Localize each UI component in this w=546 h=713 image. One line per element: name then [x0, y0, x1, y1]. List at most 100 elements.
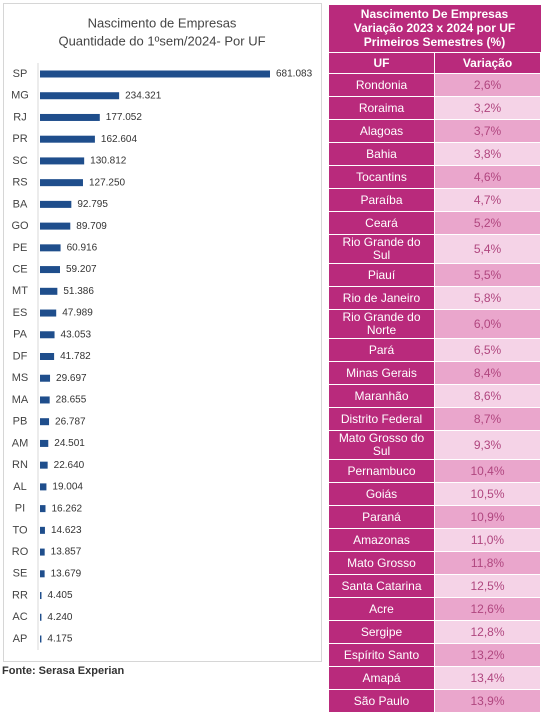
y-tick-label: GO [11, 220, 29, 232]
state-cell: Amapá [328, 666, 435, 690]
y-tick-label: PR [12, 133, 27, 145]
bar [40, 353, 55, 360]
table-row: Acre 12,6% [328, 597, 541, 621]
table-row: Paraíba 4,7% [328, 188, 541, 212]
bar [40, 331, 55, 339]
y-tick-label: SP [13, 68, 28, 80]
data-label: 59.207 [66, 264, 97, 275]
bar [40, 635, 42, 643]
y-tick-label: MT [12, 285, 28, 297]
variation-cell: 5,4% [434, 234, 541, 264]
state-cell: Espírito Santo [328, 643, 435, 667]
data-label: 60.916 [67, 242, 98, 253]
bar [40, 179, 83, 187]
data-label: 4.240 [47, 612, 72, 623]
bar [40, 309, 57, 317]
column-header: UF [328, 52, 435, 74]
bar [40, 157, 85, 165]
table-title-line: Variação 2023 x 2024 por UF [353, 21, 516, 35]
data-label: 22.640 [54, 460, 85, 471]
bar [40, 200, 72, 208]
table-panel: Nascimento De Empresas Variação 2023 x 20… [328, 5, 541, 713]
table-row: Rio de Janeiro 5,8% [328, 286, 541, 310]
table-row: Pernambuco 10,4% [328, 459, 541, 483]
y-tick-label: SC [12, 155, 27, 167]
state-cell: Acre [328, 597, 435, 621]
state-cell: Alagoas [328, 119, 435, 143]
bar [40, 461, 48, 469]
table-row: Mato Grosso do Sul 9,3% [328, 430, 541, 460]
table-row: Distrito Federal 8,7% [328, 407, 541, 431]
bar [40, 92, 120, 100]
y-tick-label: CE [12, 263, 27, 275]
state-cell: Minas Gerais [328, 361, 435, 385]
table-row: Santa Catarina 12,5% [328, 574, 541, 598]
variation-cell: 6,0% [434, 309, 541, 339]
bar [40, 266, 60, 274]
y-tick-label: PI [15, 503, 25, 515]
state-cell: Rondonia [328, 73, 435, 97]
y-tick-label: RS [12, 177, 27, 189]
y-tick-label: ES [13, 307, 28, 319]
variation-cell: 12,6% [434, 597, 541, 621]
table-row: Roraima 3,2% [328, 96, 541, 120]
variation-cell: 5,2% [434, 211, 541, 235]
table-title: Nascimento De Empresas Variação 2023 x 20… [328, 5, 541, 53]
table-row: Goiás 10,5% [328, 482, 541, 506]
bar [40, 505, 46, 513]
y-tick-label: PB [13, 416, 28, 428]
data-label: 130.812 [90, 156, 127, 167]
y-tick-label: AC [12, 611, 27, 623]
y-tick-label: PE [13, 242, 28, 254]
data-label: 24.501 [54, 438, 85, 449]
table-row: Piauí 5,5% [328, 263, 541, 287]
table: Nascimento De Empresas Variação 2023 x 20… [328, 5, 541, 713]
data-label: 19.004 [52, 482, 83, 493]
data-label: 13.679 [51, 568, 82, 579]
state-cell: Santa Catarina [328, 574, 435, 598]
table-row: Ceará 5,2% [328, 211, 541, 235]
bar [40, 244, 61, 252]
chart-frame [3, 3, 322, 662]
table-row: São Paulo 13,9% [328, 689, 541, 713]
y-tick-label: RJ [13, 111, 26, 123]
state-cell: Mato Grosso do Sul [328, 430, 435, 460]
bar [40, 287, 58, 295]
bar [40, 570, 45, 578]
variation-cell: 8,6% [434, 384, 541, 408]
y-tick-label: AL [13, 481, 26, 493]
y-tick-label: BA [13, 198, 28, 210]
bar [40, 526, 45, 534]
variation-cell: 2,6% [434, 73, 541, 97]
y-tick-label: SE [13, 568, 28, 580]
table-title-line: Nascimento De Empresas [360, 7, 509, 21]
table-row: Amapá 13,4% [328, 666, 541, 690]
data-label: 41.782 [60, 351, 91, 362]
table-row: Rondonia 2,6% [328, 73, 541, 97]
data-label: 177.052 [106, 112, 143, 123]
variation-cell: 3,2% [434, 96, 541, 120]
data-label: 13.857 [51, 547, 82, 558]
variation-cell: 11,0% [434, 528, 541, 552]
y-tick-label: MS [12, 372, 29, 384]
chart-subtitle: Quantidade do 1ºsem/2024- Por UF [58, 33, 265, 48]
variation-cell: 3,7% [434, 119, 541, 143]
state-cell: Roraima [328, 96, 435, 120]
bar [40, 548, 45, 556]
y-tick-label: MG [11, 90, 29, 102]
state-cell: Pernambuco [328, 459, 435, 483]
table-row: Amazonas 11,0% [328, 528, 541, 552]
variation-cell: 3,8% [434, 142, 541, 166]
table-row: Minas Gerais 8,4% [328, 361, 541, 385]
table-row: Tocantins 4,6% [328, 165, 541, 189]
data-label: 4.405 [47, 590, 72, 601]
variation-cell: 4,6% [434, 165, 541, 189]
table-title-line: Primeiros Semestres (%) [363, 35, 506, 49]
table-row: Rio Grande do Sul 5,4% [328, 234, 541, 264]
data-label: 29.697 [56, 373, 87, 384]
y-tick-label: DF [13, 350, 28, 362]
variation-cell: 6,5% [434, 338, 541, 362]
data-label: 16.262 [51, 503, 82, 514]
bar [40, 418, 50, 426]
data-label: 681.083 [276, 69, 313, 80]
